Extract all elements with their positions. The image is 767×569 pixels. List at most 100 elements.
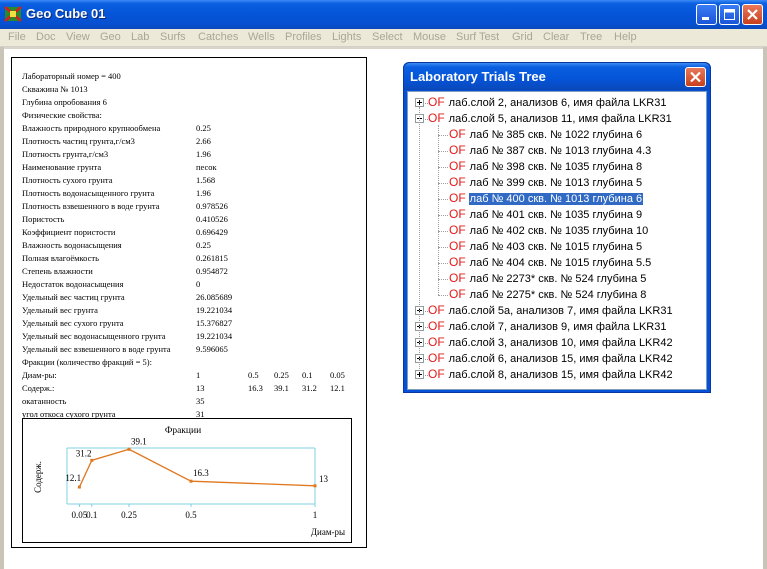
tree-title-bar[interactable]: Laboratory Trials Tree — [404, 63, 710, 90]
property-value: 0.978526 — [196, 201, 228, 211]
content-value: 39.1 — [274, 383, 289, 393]
content-label: Содерж.: — [22, 383, 55, 393]
menu-tree[interactable]: Tree — [580, 31, 603, 43]
tree-node-label: лаб № 400 скв. № 1013 глубина 6 — [468, 193, 644, 205]
tree-layer-node[interactable]: OF лаб.слой 5а, анализов 7, имя файла LKR… — [428, 303, 674, 319]
menu-doc[interactable]: Doc — [36, 31, 56, 43]
tree-layer-node[interactable]: OF лаб.слой 2, анализов 6, имя файла LKR3… — [428, 95, 667, 111]
node-prefix: OF — [449, 271, 466, 285]
node-prefix: OF — [428, 111, 445, 125]
content-value: 16.3 — [248, 383, 263, 393]
client-frame-left — [0, 47, 4, 569]
tree-connector — [438, 231, 448, 232]
depth-line: Глубина опробования 6 — [22, 97, 107, 107]
tree-sample-node[interactable]: OF лаб № 2273* скв. № 524 глубина 5 — [449, 271, 647, 287]
tree-layer-node[interactable]: OF лаб.слой 5, анализов 11, имя файла LKR… — [428, 111, 673, 127]
close-button[interactable] — [742, 4, 763, 25]
maximize-icon — [724, 9, 735, 20]
menu-clear[interactable]: Clear — [543, 31, 570, 43]
tree-sample-node[interactable]: OF лаб № 403 скв. № 1015 глубина 5 — [449, 239, 643, 255]
chart-title: Фракции — [165, 426, 201, 436]
tree-sample-node[interactable]: OF лаб № 401 скв. № 1035 глубина 9 — [449, 207, 643, 223]
tree-expand-toggle[interactable] — [415, 98, 424, 107]
tree-node-label: лаб.слой 2, анализов 6, имя файла LKR31 — [448, 97, 667, 109]
data-label: 39.1 — [131, 436, 147, 446]
menu-select[interactable]: Select — [372, 31, 403, 43]
tree-sample-node[interactable]: OF лаб № 385 скв. № 1022 глубина 6 — [449, 127, 643, 143]
menu-geo[interactable]: Geo — [100, 31, 121, 43]
tree-connector — [438, 247, 448, 248]
tree-connector — [419, 107, 420, 371]
tree-close-button[interactable] — [685, 67, 706, 87]
trials-tree: OF лаб.слой 2, анализов 6, имя файла LKR3… — [407, 91, 707, 390]
fractions-chart: Фракции Содерж. Диам-ры 12.1 0.05 31.2 0.1 39.1… — [33, 426, 345, 537]
diameter-value: 0.1 — [302, 370, 313, 380]
tree-layer-node[interactable]: OF лаб.слой 6, анализов 15, имя файла LKR… — [428, 351, 674, 367]
diameter-value: 1 — [196, 370, 201, 380]
property-value: 26.085689 — [196, 292, 233, 302]
tree-connector — [425, 375, 430, 376]
geo-cube-app-icon — [4, 6, 22, 22]
property-value: 0 — [196, 279, 201, 289]
property-label: Пористость — [22, 214, 65, 224]
tree-sample-node[interactable]: OF лаб № 398 скв. № 1035 глубина 8 — [449, 159, 643, 175]
property-label: Удельный вес частиц грунта — [22, 292, 125, 302]
property-value: 35 — [196, 396, 205, 406]
node-prefix: OF — [449, 239, 466, 253]
x-tick-label: 0.05 — [72, 510, 88, 520]
property-label: Влажность водонасыщения — [22, 240, 122, 250]
tree-sample-node[interactable]: OF лаб № 400 скв. № 1013 глубина 6 — [449, 191, 644, 207]
x-tick-label: 0.5 — [185, 510, 197, 520]
tree-connector — [438, 263, 448, 264]
tree-layer-node[interactable]: OF лаб.слой 3, анализов 10, имя файла LKR… — [428, 335, 674, 351]
menu-lab[interactable]: Lab — [131, 31, 150, 43]
tree-layer-node[interactable]: OF лаб.слой 7, анализов 9, имя файла LKR3… — [428, 319, 667, 335]
diameter-value: 0.05 — [330, 370, 345, 380]
tree-connector — [438, 125, 439, 295]
tree-node-label: лаб.слой 5, анализов 11, имя файла LKR31 — [448, 113, 672, 125]
menu-wells[interactable]: Wells — [248, 31, 275, 43]
property-label: Плотность сухого грунта — [22, 175, 113, 185]
menu-file[interactable]: File — [8, 31, 26, 43]
tree-sample-node[interactable]: OF лаб № 399 скв. № 1013 глубина 5 — [449, 175, 643, 191]
tree-sample-node[interactable]: OF лаб № 387 скв. № 1013 глубина 4.3 — [449, 143, 652, 159]
menu-surf-test[interactable]: Surf Test — [456, 31, 500, 43]
menu-surfs[interactable]: Surfs — [160, 31, 186, 43]
main-title-bar[interactable]: Geo Cube 01 — [0, 0, 767, 29]
diameter-value: 0.25 — [274, 370, 289, 380]
property-value: 9.596065 — [196, 344, 228, 354]
property-value: 0.696429 — [196, 227, 228, 237]
tree-node-label: лаб № 387 скв. № 1013 глубина 4.3 — [469, 145, 652, 157]
node-prefix: OF — [449, 191, 466, 205]
property-value: 19.221034 — [196, 305, 233, 315]
content-value: 12.1 — [330, 383, 345, 393]
menu-mouse[interactable]: Mouse — [413, 31, 447, 43]
property-label: Недостаток водонасыщения — [22, 279, 124, 289]
tree-sample-node[interactable]: OF лаб № 402 скв. № 1035 глубина 10 — [449, 223, 649, 239]
data-point — [189, 479, 193, 483]
tree-expand-toggle[interactable] — [415, 370, 424, 379]
tree-sample-node[interactable]: OF лаб № 2275* скв. № 524 глубина 8 — [449, 287, 647, 303]
node-prefix: OF — [449, 143, 466, 157]
menu-lights[interactable]: Lights — [332, 31, 362, 43]
window-title: Geo Cube 01 — [26, 6, 106, 21]
tree-connector — [425, 103, 430, 104]
property-value: 0.25 — [196, 123, 211, 133]
menu-grid[interactable]: Grid — [512, 31, 533, 43]
minimize-button[interactable] — [696, 4, 717, 25]
menu-profiles[interactable]: Profiles — [285, 31, 322, 43]
tree-node-label: лаб № 403 скв. № 1015 глубина 5 — [469, 241, 643, 253]
maximize-button[interactable] — [719, 4, 740, 25]
tree-connector — [425, 327, 430, 328]
tree-node-label: лаб № 401 скв. № 1035 глубина 9 — [469, 209, 643, 221]
tree-layer-node[interactable]: OF лаб.слой 8, анализов 15, имя файла LKR… — [428, 367, 674, 383]
tree-sample-node[interactable]: OF лаб № 404 скв. № 1015 глубина 5.5 — [449, 255, 652, 271]
tree-connector — [425, 119, 430, 120]
menu-view[interactable]: View — [66, 31, 90, 43]
menu-bar: File Doc View Geo Lab Surfs Catches Well… — [0, 29, 767, 47]
y-axis-label: Содерж. — [33, 461, 43, 493]
menu-catches[interactable]: Catches — [198, 31, 239, 43]
laboratory-trials-tree-window: Laboratory Trials Tree OF лаб.слой 2, ана… — [403, 62, 711, 393]
property-label: Полная влагоёмкость — [22, 253, 99, 263]
menu-help[interactable]: Help — [614, 31, 637, 43]
